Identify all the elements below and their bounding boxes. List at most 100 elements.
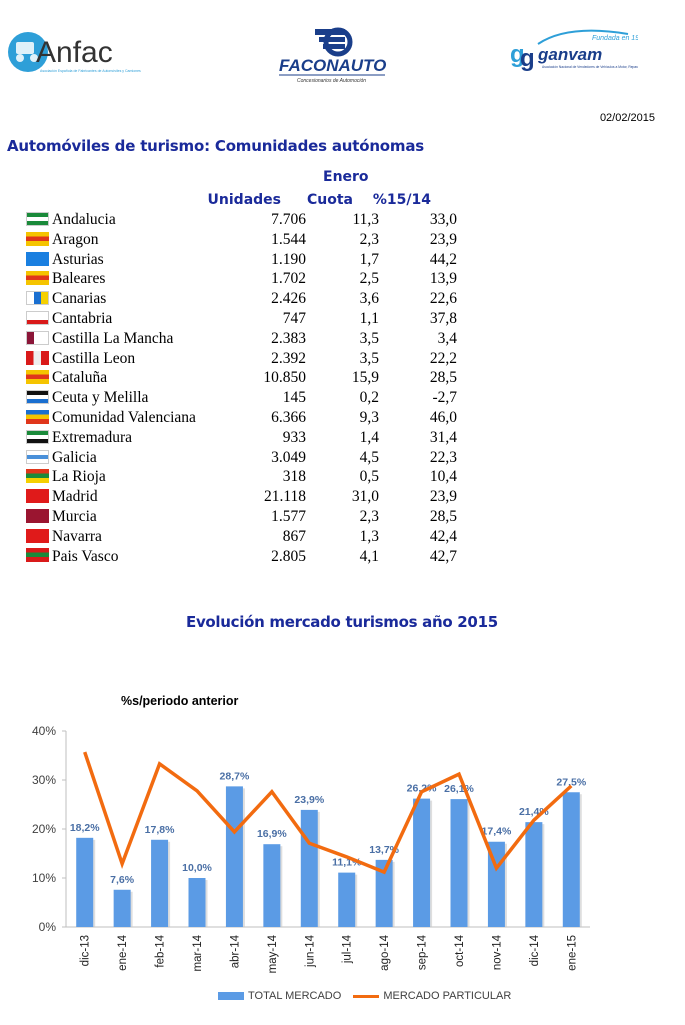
region-name: Pais Vasco [52, 547, 119, 565]
region-name: Castilla La Mancha [52, 329, 174, 347]
bar-total-mercado [525, 822, 543, 927]
legend-line-swatch [353, 994, 380, 998]
table-row: Galicia 3.049 4,5 22,3 [26, 448, 457, 468]
share-value: 9,3 [359, 408, 379, 426]
bar-value-label: 28,7% [220, 770, 250, 782]
variation-value: 23,9 [429, 488, 457, 506]
table-row: Cataluña 10.850 15,9 28,5 [26, 368, 457, 388]
units-value: 2.392 [271, 349, 306, 367]
units-value: 867 [282, 527, 306, 545]
region-flag-icon [26, 350, 49, 365]
share-value: 2,5 [359, 270, 379, 288]
region-name: Asturias [52, 250, 104, 268]
region-flag-icon [26, 469, 49, 484]
line-mercado-particular [83, 751, 573, 875]
bar-total-mercado [300, 809, 318, 927]
region-name: Baleares [52, 270, 106, 288]
region-flag-icon [26, 508, 49, 523]
svg-text:Fundada en 1957: Fundada en 1957 [592, 35, 638, 42]
table-row: Baleares 1.702 2,5 13,9 [26, 269, 457, 289]
period-header: Enero [323, 169, 369, 185]
region-name: Cantabria [52, 309, 113, 327]
anfac-logo: Anfac Asociación Española de Fabricantes… [6, 28, 166, 78]
svg-text:g: g [510, 41, 525, 68]
bar-value-label: 26,2% [407, 783, 437, 795]
column-header-cuota: Cuota [307, 192, 353, 208]
bar-total-mercado [450, 799, 468, 927]
table-row: Navarra 867 1,3 42,4 [26, 527, 457, 547]
x-tick-label: jun-14 [304, 934, 316, 968]
x-tick-label: dic-14 [529, 934, 541, 966]
variation-value: 28,5 [429, 369, 457, 387]
share-value: 1,4 [359, 428, 379, 446]
region-flag-icon [26, 548, 49, 563]
bar-total-mercado [188, 878, 206, 927]
table-row: Canarias 2.426 3,6 22,6 [26, 289, 457, 309]
variation-value: 46,0 [429, 408, 457, 426]
table-row: Asturias 1.190 1,7 44,2 [26, 250, 457, 270]
region-name: Comunidad Valenciana [52, 408, 196, 426]
svg-text:Asociación Española de Fabrica: Asociación Española de Fabricantes de Au… [40, 69, 141, 73]
share-value: 1,1 [359, 309, 379, 327]
table-row: Murcia 1.577 2,3 28,5 [26, 507, 457, 527]
report-date: 02/02/2015 [599, 112, 655, 124]
units-value: 318 [282, 468, 306, 486]
bar-total-mercado [76, 837, 94, 927]
variation-value: 22,2 [429, 349, 457, 367]
variation-value: 13,9 [429, 270, 457, 288]
share-value: 3,5 [359, 329, 379, 347]
x-tick-label: nov-14 [491, 934, 503, 970]
region-flag-icon [26, 489, 49, 504]
table-row: Cantabria 747 1,1 37,8 [26, 309, 457, 329]
column-header-variation: %15/14 [372, 192, 431, 208]
bar-value-label: 7,6% [110, 874, 135, 886]
variation-value: 22,3 [429, 448, 457, 466]
svg-text:g: g [520, 45, 535, 72]
region-flag-icon [26, 390, 49, 405]
variation-value: 31,4 [429, 428, 457, 446]
svg-text:ganvam: ganvam [537, 45, 602, 64]
section-title: Automóviles de turismo: Comunidades autó… [7, 137, 424, 155]
share-value: 15,9 [351, 369, 379, 387]
y-tick-label: 20% [32, 822, 56, 836]
x-tick-label: mar-14 [192, 934, 204, 971]
region-name: Navarra [52, 527, 102, 545]
region-flag-icon [26, 449, 49, 464]
ganvam-logo: Fundada en 1957 g g ganvam Asociación Na… [508, 28, 666, 78]
table-row: Ceuta y Melilla 145 0,2 -2,7 [26, 388, 457, 408]
table-row: Andalucia 7.706 11,3 33,0 [26, 210, 457, 230]
y-tick-label: 10% [32, 871, 56, 885]
share-value: 11,3 [352, 211, 379, 228]
variation-value: 28,5 [429, 507, 457, 525]
variation-value: 42,7 [429, 547, 457, 565]
units-value: 10.850 [263, 369, 306, 387]
table-row: Aragon 1.544 2,3 23,9 [26, 230, 457, 250]
svg-text:FACONAUTO: FACONAUTO [279, 56, 386, 75]
bar-value-label: 10,0% [182, 862, 212, 874]
variation-value: 37,8 [429, 309, 457, 327]
units-value: 1.544 [271, 230, 306, 248]
bar-total-mercado [225, 786, 243, 927]
x-tick-label: jul-14 [342, 934, 354, 964]
units-value: 1.702 [271, 270, 306, 288]
variation-value: 3,4 [437, 329, 457, 347]
variation-value: 10,4 [429, 468, 457, 486]
table-row: Pais Vasco 2.805 4,1 42,7 [26, 547, 457, 567]
units-value: 933 [282, 428, 306, 446]
chart-title: Evolución mercado turismos año 2015 [186, 613, 498, 631]
region-flag-icon [26, 310, 49, 325]
variation-value: 23,9 [429, 230, 457, 248]
bar-total-mercado [151, 839, 169, 927]
region-flag-icon [26, 251, 49, 266]
market-evolution-chart: 0% 10% 20% 30% 40% 18,2% dic-13 7,6% ene-14 17,8%… [32, 724, 590, 973]
svg-text:Concesionarios de Automoción: Concesionarios de Automoción [297, 78, 366, 84]
bar-value-label: 18,2% [70, 822, 100, 834]
chart-subtitle: %s/periodo anterior [121, 694, 239, 708]
units-value: 1.190 [271, 250, 306, 268]
table-row: Comunidad Valenciana 6.366 9,3 46,0 [26, 408, 457, 428]
bar-total-mercado [113, 889, 131, 927]
units-value: 2.426 [271, 290, 306, 308]
region-name: Extremadura [52, 428, 133, 446]
region-flag-icon [26, 330, 49, 345]
region-flag-icon [26, 429, 49, 444]
